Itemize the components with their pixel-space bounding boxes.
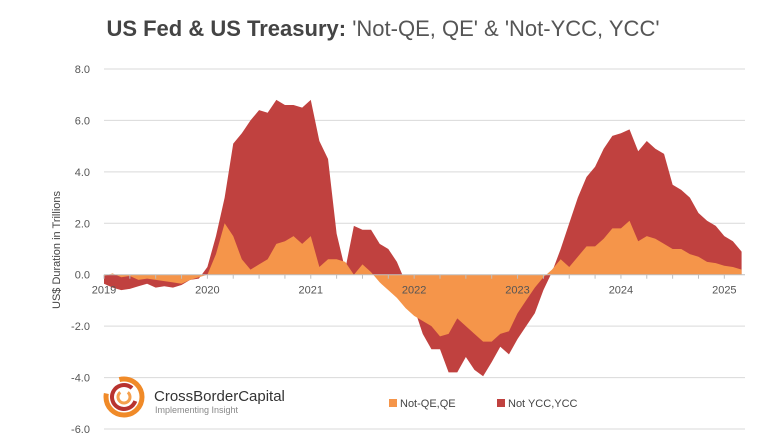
- series-area-not-qe-qe: [104, 220, 742, 342]
- y-tick-label: -6.0: [71, 424, 90, 436]
- legend-swatch: [497, 399, 505, 407]
- y-axis-ticks: 8.0 6.0 4.0 2.0 0.0 -2.0 -4.0 -6.0: [71, 64, 90, 436]
- brand-name: CrossBorderCapital: [154, 388, 285, 405]
- x-tick-label: 2019: [92, 285, 116, 297]
- x-tick-label: 2025: [712, 285, 736, 297]
- legend-swatch: [389, 399, 397, 407]
- y-tick-label: -4.0: [71, 373, 90, 385]
- y-tick-label: -2.0: [71, 321, 90, 333]
- x-tick-label: 2021: [299, 285, 323, 297]
- legend-item-not-qe-qe: Not-QE,QE: [389, 398, 456, 410]
- x-tick-label: 2024: [609, 285, 633, 297]
- legend-label: Not-QE,QE: [400, 398, 456, 410]
- chart-title-light: 'Not-QE, QE' & 'Not-YCC, YCC': [346, 16, 659, 41]
- y-tick-label: 8.0: [75, 64, 90, 76]
- legend-label: Not YCC,YCC: [508, 398, 578, 410]
- y-tick-label: 4.0: [75, 167, 90, 179]
- legend-item-not-ycc-ycc: Not YCC,YCC: [497, 398, 578, 410]
- plot-areas: [104, 99, 742, 377]
- x-tick-label: 2023: [505, 285, 529, 297]
- crossborder-logo: CrossBorderCapital Implementing Insight: [103, 376, 285, 418]
- legend: Not-QE,QE Not YCC,YCC: [389, 398, 578, 410]
- x-tick-label: 2022: [402, 285, 426, 297]
- x-axis: [103, 274, 745, 279]
- chart-title: US Fed & US Treasury: 'Not-QE, QE' & 'No…: [106, 16, 659, 41]
- y-tick-label: 2.0: [75, 218, 90, 230]
- crossborder-swirl-icon: [103, 376, 145, 418]
- chart-title-bold: US Fed & US Treasury:: [106, 16, 346, 41]
- series-area-not-ycc-ycc: [104, 99, 742, 377]
- y-axis-title: US$ Duration in Trillions: [51, 191, 63, 309]
- x-tick-label: 2020: [195, 285, 219, 297]
- y-tick-label: 6.0: [75, 115, 90, 127]
- y-tick-label: 0.0: [75, 270, 90, 282]
- brand-tagline: Implementing Insight: [155, 405, 239, 415]
- x-axis-ticks: 2019 2020 2021 2022 2023 2024 2025: [92, 285, 737, 297]
